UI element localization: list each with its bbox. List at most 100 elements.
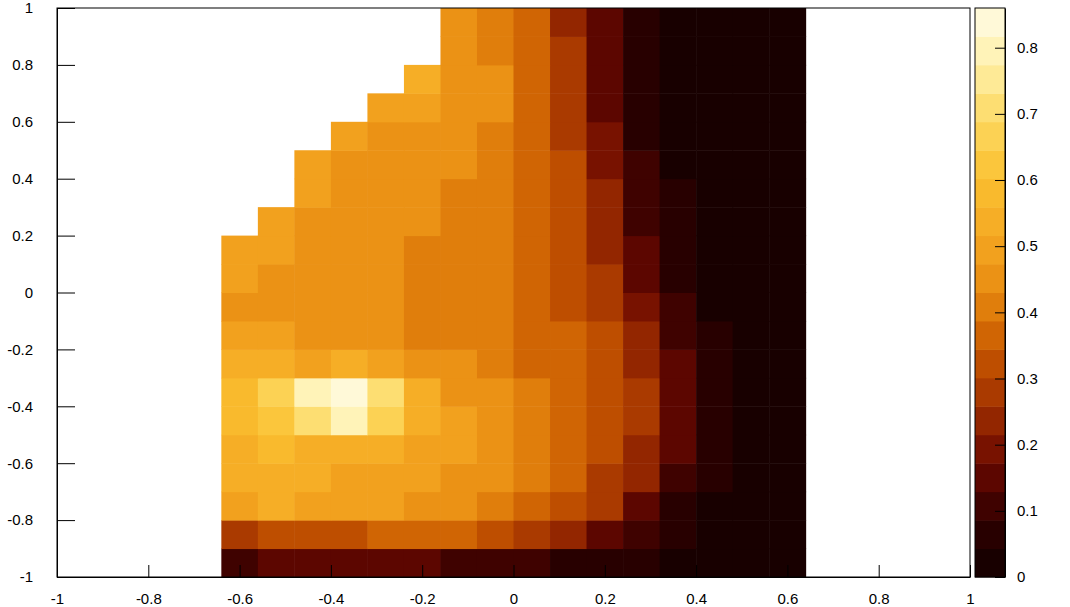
heatmap-cell xyxy=(660,207,697,236)
heatmap-cell xyxy=(514,150,551,179)
heatmap-cell xyxy=(623,378,660,407)
heatmap-cell xyxy=(696,406,733,435)
tick-mark xyxy=(995,445,1005,446)
heatmap-cell xyxy=(623,150,660,179)
heatmap-cell xyxy=(623,349,660,378)
heatmap-cell xyxy=(258,492,295,521)
heatmap-cell xyxy=(477,207,514,236)
heatmap-cell xyxy=(769,8,806,37)
tick-label: 0.1 xyxy=(1017,502,1038,519)
tick-label: 0.2 xyxy=(595,590,616,607)
heatmap-cell xyxy=(696,150,733,179)
heatmap-cell xyxy=(587,520,624,549)
colorbar-band xyxy=(975,207,1005,236)
heatmap-cell xyxy=(477,65,514,94)
heatmap-cell xyxy=(660,520,697,549)
heatmap-cell xyxy=(294,236,331,265)
heatmap-cell xyxy=(258,236,295,265)
heatmap-cell xyxy=(367,93,404,122)
heatmap-cell xyxy=(660,492,697,521)
tick: -0.8 xyxy=(136,565,162,607)
tick-mark xyxy=(879,565,880,577)
heatmap-cell xyxy=(587,492,624,521)
heatmap-cell xyxy=(660,406,697,435)
heatmap-cell xyxy=(294,492,331,521)
heatmap-cell xyxy=(440,435,477,464)
colorbar xyxy=(975,8,1005,578)
heatmap-cell xyxy=(733,264,770,293)
tick-mark xyxy=(995,48,1005,49)
heatmap-cell xyxy=(587,264,624,293)
heatmap-cell xyxy=(769,36,806,65)
heatmap-cell xyxy=(769,65,806,94)
heatmap-cell xyxy=(696,179,733,208)
tick: 0.6 xyxy=(12,113,75,130)
heatmap-cell xyxy=(294,549,331,577)
heatmap-cell xyxy=(367,179,404,208)
heatmap-cell xyxy=(514,406,551,435)
tick-label: -0.4 xyxy=(7,398,33,415)
heatmap-cell xyxy=(587,65,624,94)
colorbar-band xyxy=(975,321,1005,350)
heatmap-cell xyxy=(221,463,258,492)
heatmap-cell xyxy=(477,93,514,122)
tick-label: 0 xyxy=(1017,568,1025,585)
tick-mark xyxy=(57,463,75,464)
heatmap-cell xyxy=(440,236,477,265)
heatmap-cell xyxy=(733,236,770,265)
heatmap-cell xyxy=(331,293,368,322)
heatmap-cell xyxy=(440,463,477,492)
heatmap-cell xyxy=(623,36,660,65)
heatmap-cell xyxy=(733,435,770,464)
heatmap-cell xyxy=(404,207,441,236)
tick: 0.4 xyxy=(12,170,75,187)
heatmap-cell xyxy=(769,207,806,236)
tick-mark xyxy=(57,577,75,578)
heatmap-cell xyxy=(440,293,477,322)
heatmap-cell xyxy=(331,150,368,179)
colorbar-band xyxy=(975,65,1005,94)
heatmap-cell xyxy=(733,8,770,37)
tick-mark xyxy=(57,122,75,123)
tick-mark xyxy=(995,180,1005,181)
heatmap-cell xyxy=(769,378,806,407)
heatmap-cell xyxy=(733,463,770,492)
tick-mark xyxy=(995,246,1005,247)
tick: 0.2 xyxy=(995,436,1038,453)
tick-mark xyxy=(970,565,971,577)
heatmap-cell xyxy=(514,207,551,236)
colorbar-band xyxy=(975,236,1005,265)
tick: 0 xyxy=(25,284,75,301)
heatmap-cell xyxy=(623,207,660,236)
heatmap-cell xyxy=(221,492,258,521)
heatmap-cell xyxy=(696,549,733,577)
tick-label: 0.6 xyxy=(777,590,798,607)
heatmap-cell xyxy=(440,549,477,577)
heatmap-cell xyxy=(550,8,587,37)
tick-mark xyxy=(240,565,241,577)
tick-label: 1 xyxy=(966,590,974,607)
heatmap-cell xyxy=(258,520,295,549)
heatmap-cell xyxy=(440,520,477,549)
heatmap-cell xyxy=(660,236,697,265)
tick-label: -1 xyxy=(20,568,33,585)
heatmap-cell xyxy=(587,179,624,208)
axis-line xyxy=(58,577,971,578)
heatmap-cell xyxy=(587,435,624,464)
heatmap-cell xyxy=(587,150,624,179)
colorbar-axis: 00.10.20.30.40.50.60.70.8 xyxy=(995,9,1038,586)
colorbar-frame xyxy=(975,8,1005,577)
tick: 0.2 xyxy=(595,565,616,607)
heatmap-cell xyxy=(404,435,441,464)
heatmap-cell xyxy=(404,122,441,151)
heatmap-cell xyxy=(514,65,551,94)
heatmap-cell xyxy=(367,349,404,378)
heatmap-cell xyxy=(221,406,258,435)
heatmap-cell xyxy=(440,321,477,350)
tick-mark xyxy=(995,114,1005,115)
tick-mark xyxy=(514,565,515,577)
heatmap-cell xyxy=(623,179,660,208)
colorbar-band xyxy=(975,435,1005,464)
heatmap-cell xyxy=(660,463,697,492)
heatmap-cell xyxy=(623,406,660,435)
